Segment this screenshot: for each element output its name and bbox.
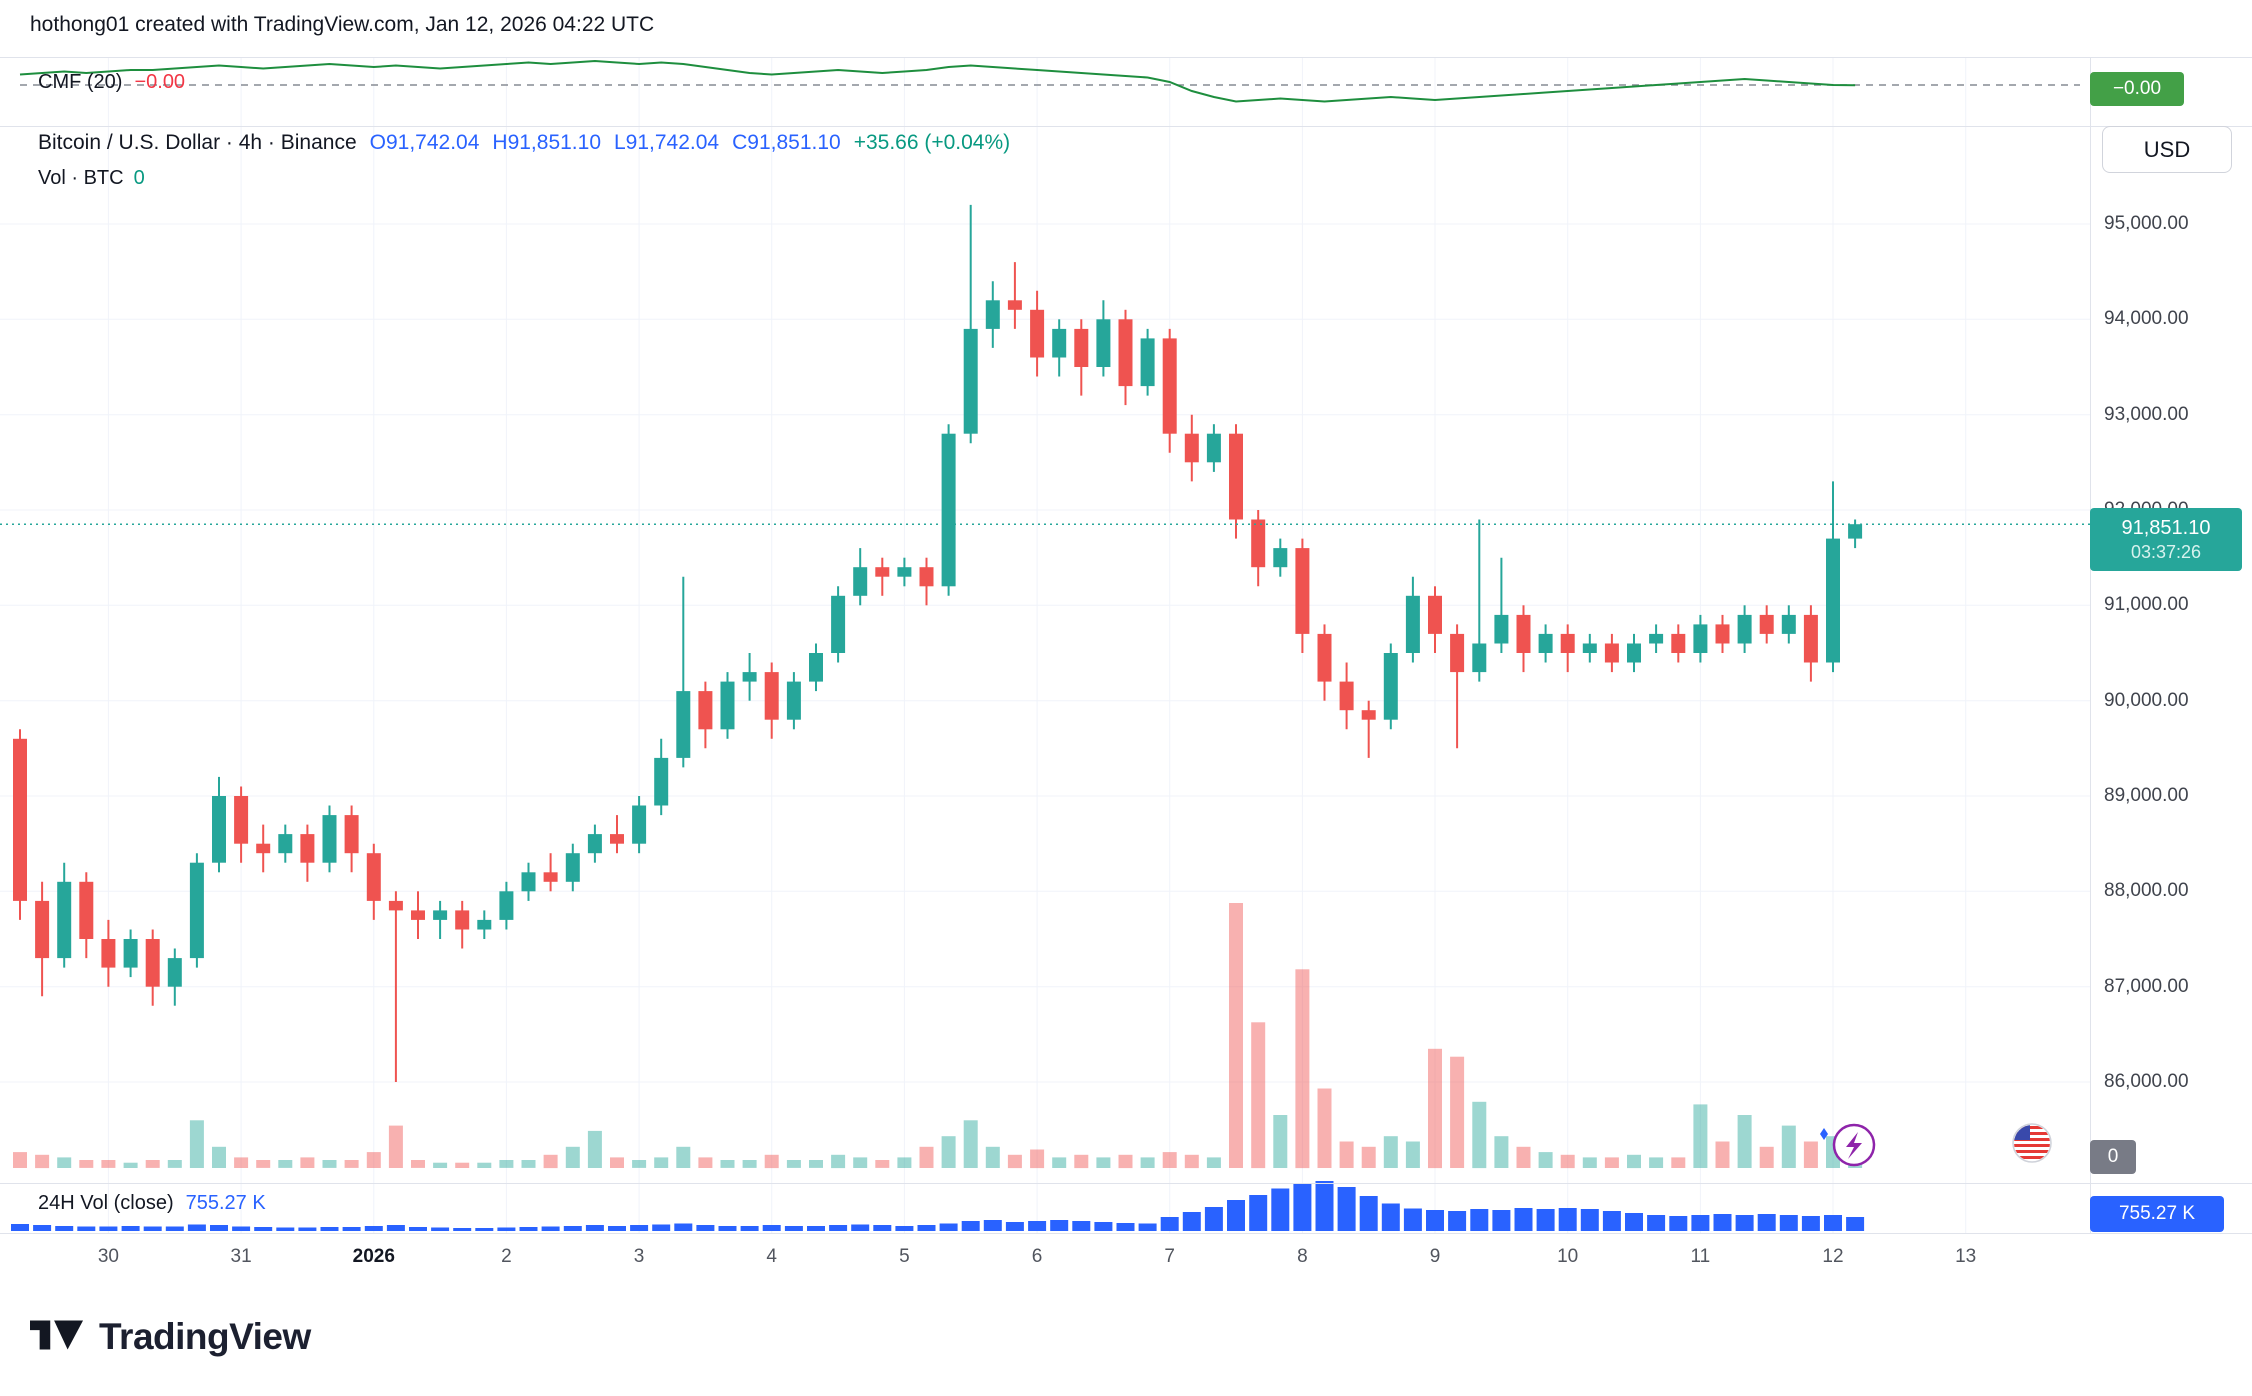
last-price-badge: 91,851.10 03:37:26 <box>2090 508 2242 571</box>
vol24-value-badge: 755.27 K <box>2090 1196 2224 1232</box>
ohlc-open: O91,742.04 <box>369 131 480 154</box>
ohlc-close: C91,851.10 <box>732 131 841 154</box>
vol24-indicator-legend[interactable]: 24H Vol (close) 755.27 K <box>38 1192 266 1215</box>
cmf-value: −0.00 <box>134 71 186 93</box>
volume-zero-badge: 0 <box>2090 1140 2136 1174</box>
currency-toggle-button[interactable]: USD <box>2102 126 2232 173</box>
tradingview-logo-icon <box>30 1317 84 1358</box>
symbol-title: Bitcoin / U.S. Dollar · 4h · Binance <box>38 131 357 154</box>
last-price-value: 91,851.10 <box>2121 516 2211 539</box>
vol24-label: 24H Vol (close) <box>38 1192 174 1214</box>
bar-countdown: 03:37:26 <box>2130 541 2202 562</box>
lightning-marker-icon <box>1820 1123 1876 1167</box>
volume-value: 0 <box>133 167 145 189</box>
chart-attribution: hothong01 created with TradingView.com, … <box>30 13 655 36</box>
tradingview-logo-text: TradingView <box>99 1316 311 1357</box>
volume-label: Vol · BTC <box>38 167 124 189</box>
volume-indicator-legend[interactable]: Vol · BTC 0 <box>38 167 145 190</box>
cmf-label: CMF (20) <box>38 71 123 93</box>
tradingview-logo[interactable]: TradingView <box>30 1316 311 1358</box>
cmf-indicator-legend[interactable]: CMF (20) −0.00 <box>38 71 185 94</box>
us-flag-icon <box>2012 1123 2052 1163</box>
bar-change: +35.66 (+0.04%) <box>853 131 1011 154</box>
symbol-legend[interactable]: Bitcoin / U.S. Dollar · 4h · Binance O91,… <box>38 131 1010 155</box>
ohlc-high: H91,851.10 <box>492 131 601 154</box>
vol24-value: 755.27 K <box>185 1192 266 1214</box>
ohlc-low: L91,742.04 <box>614 131 720 154</box>
cmf-value-badge: −0.00 <box>2090 72 2184 106</box>
